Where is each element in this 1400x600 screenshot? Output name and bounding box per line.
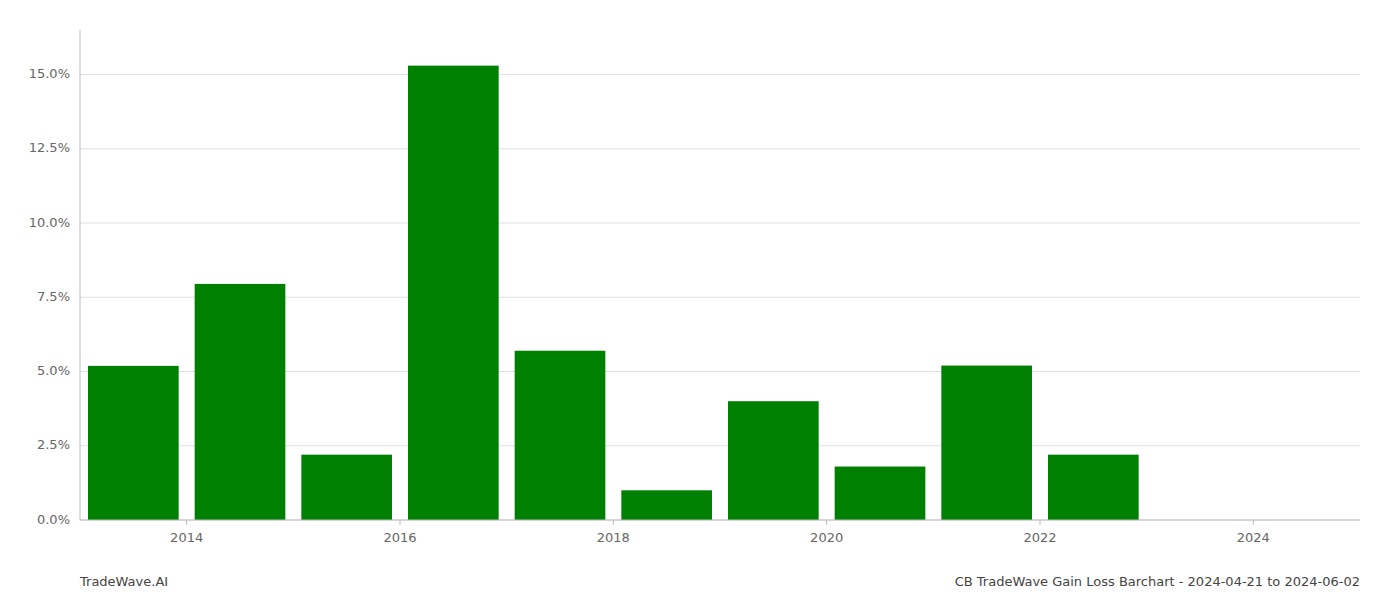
y-tick-label: 5.0%	[37, 363, 70, 378]
grid-line	[80, 148, 1360, 149]
y-tick-label: 2.5%	[37, 437, 70, 452]
x-tick-label: 2016	[383, 530, 416, 545]
y-tick-label: 10.0%	[29, 215, 70, 230]
grid-line	[80, 223, 1360, 224]
bar	[728, 401, 819, 520]
y-tick-label: 15.0%	[29, 66, 70, 81]
chart: 0.0% 2.5% 5.0% 7.5% 10.0% 12.5% 15.0% 2014 2016 2…	[0, 0, 1400, 600]
x-tick	[613, 520, 614, 525]
bar	[515, 351, 606, 520]
x-tick-label: 2018	[597, 530, 630, 545]
x-tick-label: 2022	[1023, 530, 1056, 545]
bar	[1048, 455, 1139, 520]
x-tick-label: 2024	[1237, 530, 1270, 545]
y-tick-label: 12.5%	[29, 140, 70, 155]
grid	[80, 75, 1360, 520]
background	[0, 0, 1400, 600]
footer-text: TradeWave.AI	[79, 574, 168, 589]
bar	[835, 467, 926, 520]
x-tick	[400, 520, 401, 525]
bar	[301, 455, 392, 520]
x-tick	[1040, 520, 1041, 525]
x-tick	[186, 520, 187, 525]
x-tick-label: 2020	[810, 530, 843, 545]
x-tick	[1253, 520, 1254, 525]
bar	[408, 66, 499, 520]
grid-line	[80, 520, 1360, 521]
bar	[621, 490, 712, 520]
bars	[88, 66, 1139, 520]
x-tick	[826, 520, 827, 525]
bar	[195, 284, 286, 520]
footer-text: CB TradeWave Gain Loss Barchart - 2024-0…	[955, 574, 1360, 589]
grid-line	[80, 74, 1360, 75]
y-tick-label: 7.5%	[37, 289, 70, 304]
y-axis-line	[80, 30, 81, 520]
bar	[941, 366, 1032, 520]
x-axis-line	[80, 520, 1360, 521]
y-tick-label: 0.0%	[37, 512, 70, 527]
x-tick-label: 2014	[170, 530, 203, 545]
bar	[88, 366, 179, 520]
